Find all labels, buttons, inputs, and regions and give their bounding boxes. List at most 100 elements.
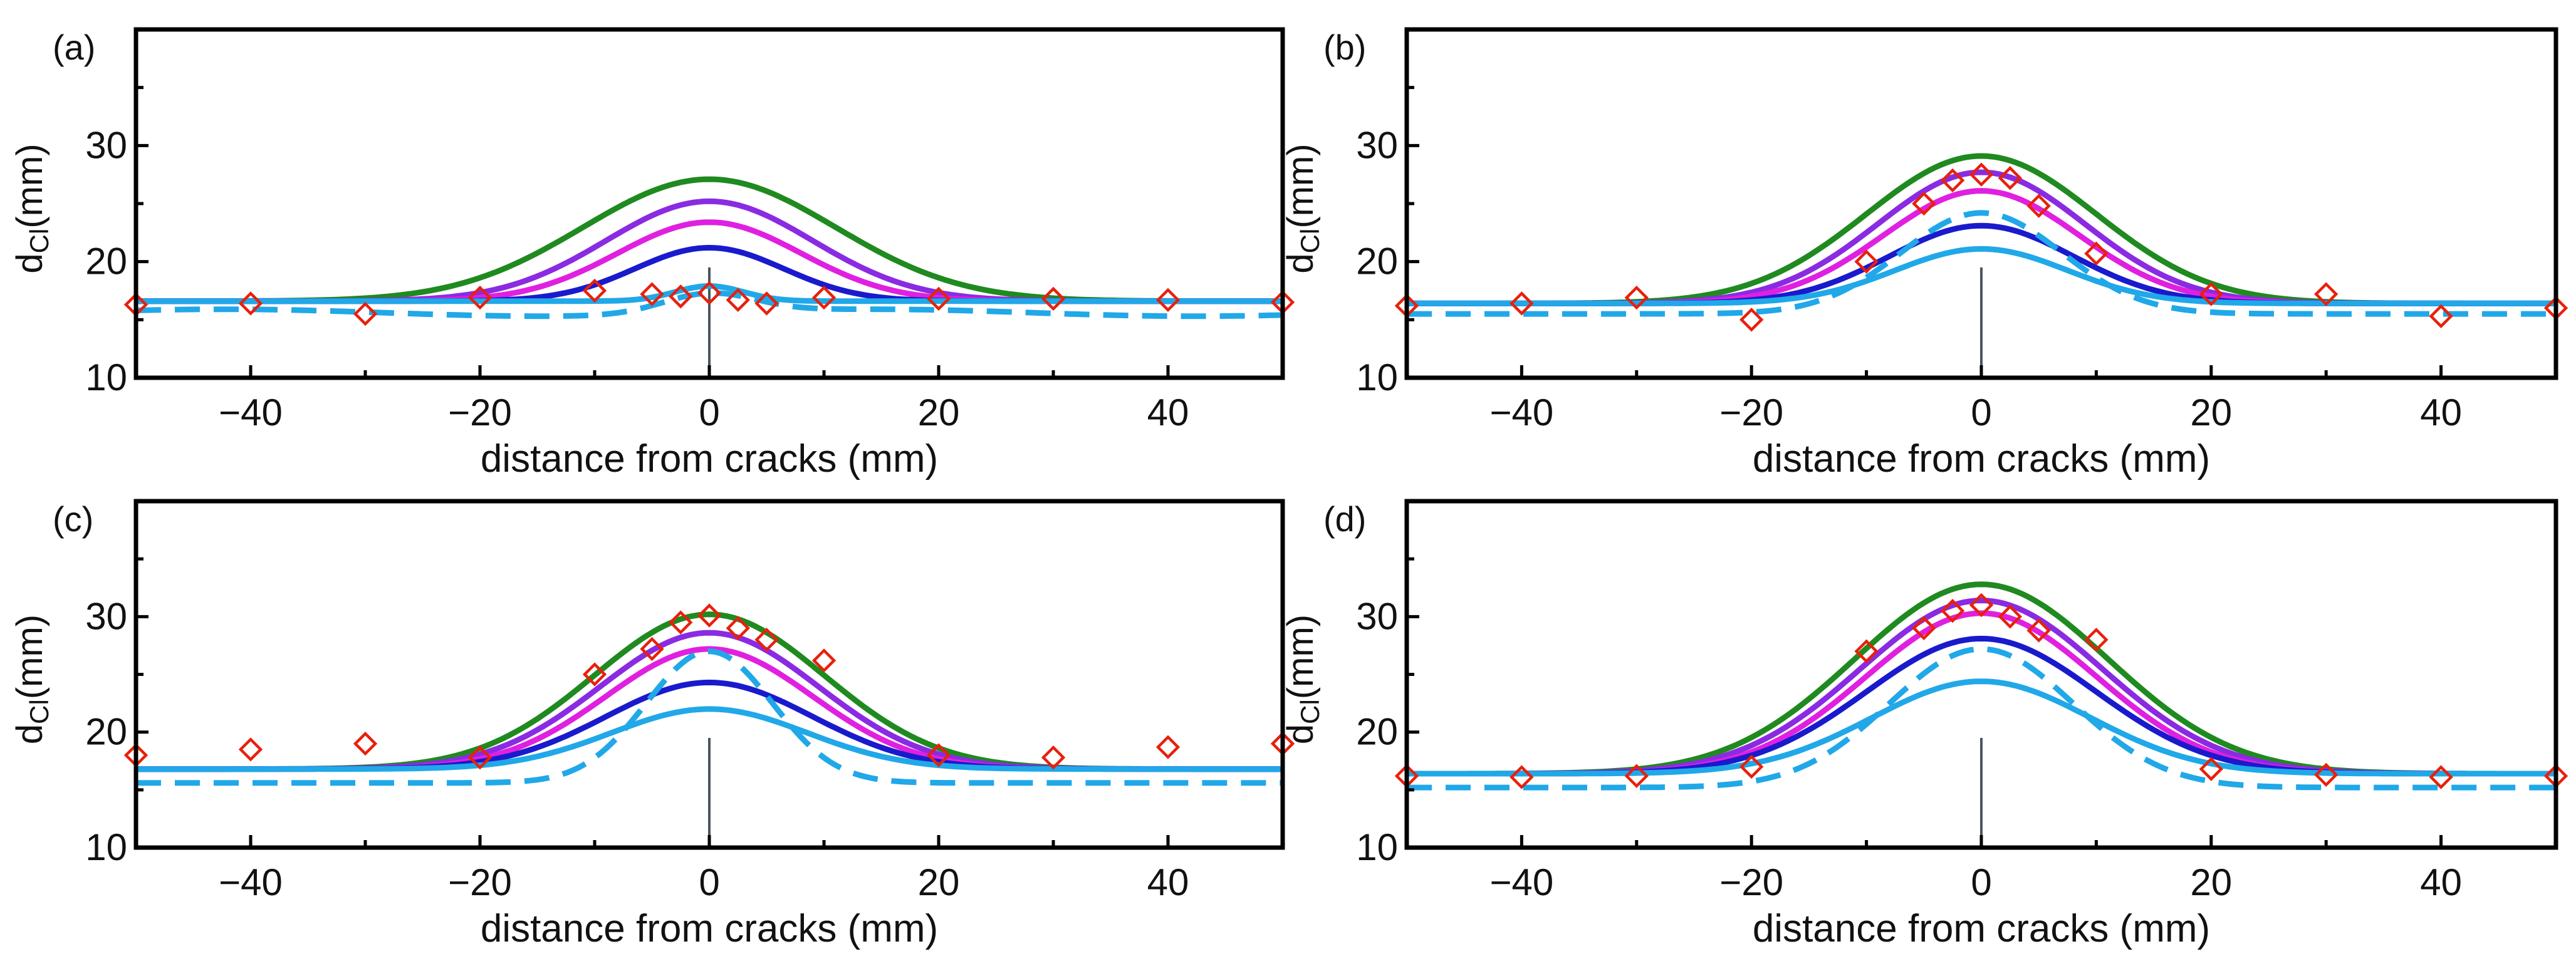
y-axis-title: dCl(mm) — [1280, 143, 1325, 273]
scatter-point — [2026, 618, 2051, 643]
scatter-point — [353, 301, 378, 326]
scatter-point — [2026, 194, 2051, 218]
panel-d: −40 −20 0 20 40 10 20 30 (d) distance from cracks… — [1280, 499, 2568, 950]
scatter-point — [754, 291, 779, 316]
scatter-point — [467, 745, 493, 770]
scatter-point — [2084, 241, 2109, 266]
scatter-point — [1912, 191, 1936, 216]
x-tick-label: 40 — [1147, 861, 1189, 903]
series-line-light-blue — [1407, 678, 2556, 777]
scatter-point — [1624, 764, 1649, 788]
scatter-point — [640, 636, 664, 662]
series-group — [136, 176, 1283, 319]
y-tick-label: 30 — [85, 124, 127, 166]
y-tick-label: 30 — [1356, 595, 1398, 637]
y-axis-title: dCl(mm) — [1280, 615, 1325, 744]
scatter-point — [669, 610, 693, 635]
scatter-point — [1155, 288, 1181, 313]
scatter-point — [811, 648, 837, 673]
scatter-point — [669, 284, 693, 309]
panel-label: (a) — [53, 28, 95, 67]
scatter-point — [353, 731, 378, 756]
panel-label: (c) — [53, 499, 93, 539]
x-axis-title: distance from cracks (mm) — [481, 437, 938, 480]
panel-label: (b) — [1323, 28, 1366, 67]
y-axis-title-unit: (mm) — [9, 615, 50, 699]
x-tick-label: 20 — [918, 861, 960, 903]
scatter-point — [238, 291, 263, 316]
scatter-point — [697, 603, 722, 628]
scatter-point — [2199, 282, 2223, 306]
panel-label: (d) — [1323, 499, 1366, 539]
scatter-point — [754, 628, 779, 652]
scatter-point — [1854, 249, 1879, 274]
scatter-point — [1998, 166, 2023, 190]
y-tick-label: 10 — [1356, 356, 1398, 398]
y-axis-title: dCl(mm) — [9, 615, 54, 744]
x-tick-label: 20 — [918, 392, 960, 434]
x-tick-label: 0 — [1971, 861, 1991, 903]
y-tick-label: 20 — [1356, 241, 1398, 283]
scatter-point — [1912, 616, 1936, 640]
x-tick-label: 0 — [699, 392, 719, 434]
scatter-point — [1041, 745, 1066, 770]
series-group — [136, 611, 1283, 786]
series-line-light-blue-dashed — [136, 648, 1283, 786]
scatter-point — [1969, 162, 1994, 187]
scatter-point — [1155, 735, 1181, 759]
series-line-light-blue — [1407, 246, 2556, 306]
y-axis-title-main: d — [9, 724, 50, 744]
scatter-point — [467, 285, 493, 310]
panel-a: −40 −20 0 20 40 10 20 30 (a) distance from cracks… — [9, 27, 1295, 480]
x-tick-label: −20 — [1719, 861, 1783, 903]
x-tick-label: 40 — [2420, 392, 2462, 434]
y-tick-label: 30 — [85, 595, 127, 637]
scatter-point — [1940, 598, 1965, 623]
scatter-point — [926, 286, 951, 311]
y-tick-label: 30 — [1356, 124, 1398, 166]
scatter-point — [2429, 765, 2453, 789]
x-axis-title: distance from cracks (mm) — [1753, 437, 2210, 480]
scatter-point — [1940, 168, 1965, 193]
x-tick-label: 0 — [699, 861, 719, 903]
series-line-light-blue — [136, 706, 1283, 772]
y-axis-title-main: d — [1280, 253, 1321, 273]
x-tick-label: 0 — [1971, 392, 1991, 434]
scatter-point — [726, 288, 750, 313]
y-tick-label: 10 — [1356, 826, 1398, 868]
y-tick-label: 20 — [85, 241, 127, 283]
x-tick-label: −20 — [448, 861, 512, 903]
scatter-point — [2429, 304, 2453, 328]
y-axis-title-unit: (mm) — [9, 143, 50, 228]
panel-c: −40 −20 0 20 40 10 20 30 (c) distance from cracks… — [9, 499, 1295, 950]
y-tick-label: 20 — [85, 711, 127, 753]
scatter-point — [1854, 639, 1879, 663]
scatter-point — [2199, 757, 2223, 781]
x-axis-title: distance from cracks (mm) — [1753, 907, 2210, 950]
y-axis-title-main: d — [1280, 724, 1321, 744]
scatter-point — [1510, 291, 1534, 316]
series-line-light-blue — [136, 283, 1283, 304]
scatter-point — [811, 285, 837, 310]
x-tick-label: 40 — [2420, 861, 2462, 903]
scatter-point — [582, 662, 607, 687]
scatter-point — [1510, 765, 1534, 789]
x-tick-label: −20 — [448, 392, 512, 434]
x-axis-title: distance from cracks (mm) — [481, 907, 938, 950]
panel-b: −40 −20 0 20 40 10 20 30 (b) distance from cracks… — [1280, 27, 2568, 480]
y-axis-title-main: d — [9, 253, 50, 273]
scatter-point — [1041, 286, 1066, 311]
scatter-point — [238, 737, 263, 762]
x-tick-label: −40 — [219, 861, 283, 903]
series-line-light-blue-dashed — [1407, 210, 2556, 317]
scatter-point — [582, 278, 607, 303]
scatter-point — [2314, 282, 2339, 306]
y-axis-title-sub: Cl — [1295, 699, 1325, 724]
x-tick-label: 20 — [2190, 861, 2232, 903]
y-axis-title-unit: (mm) — [1280, 143, 1321, 228]
scatter-point — [1624, 285, 1649, 310]
y-tick-label: 10 — [85, 826, 127, 868]
y-axis-title: dCl(mm) — [9, 143, 54, 273]
scatter-point — [1739, 308, 1764, 332]
